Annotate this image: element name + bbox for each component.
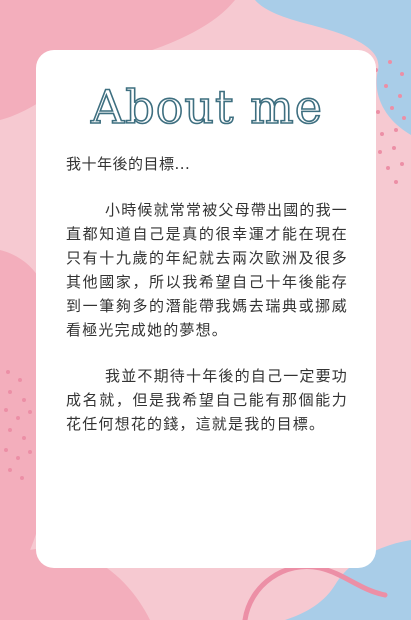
page-title: About me <box>90 79 323 135</box>
top-right-blue-blob <box>255 0 411 135</box>
paragraph-1: 小時候就常常被父母帶出國的我一直都知道自己是真的很幸運才能在現在只有十九歲的年紀… <box>66 201 349 339</box>
about-me-card: About me 我十年後的目標... 小時候就常常被父母帶出國的我一直都知道自… <box>36 50 376 568</box>
bottom-left-pink-blob <box>0 548 150 620</box>
paragraph-2: 我並不期待十年後的自己一定要功成名就，但是我希望自己能有那個能力花任何想花的錢，… <box>66 367 349 433</box>
intro-text: 我十年後的目標... <box>66 155 191 173</box>
dot-pattern-left <box>4 370 32 480</box>
